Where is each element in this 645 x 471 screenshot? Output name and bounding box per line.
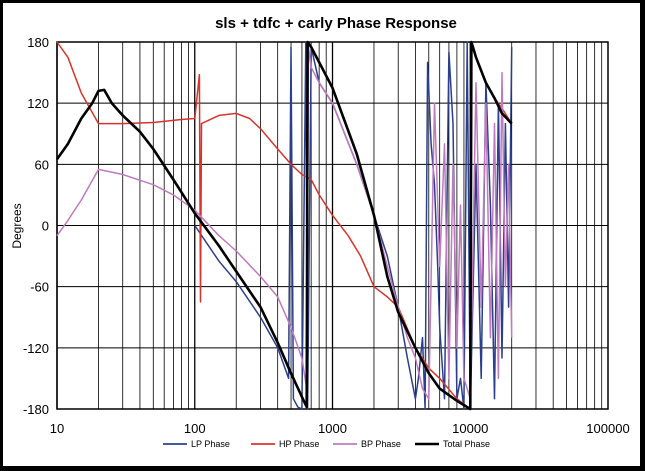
series-lines — [55, 40, 513, 411]
lp-phase-line — [194, 41, 513, 410]
phase-response-chart: sls + tdfc + carly Phase Response Degree… — [10, 15, 630, 449]
y-tick-label: 0 — [42, 219, 49, 234]
y-tick-label: -180 — [23, 402, 49, 417]
bp-phase-line — [56, 46, 513, 400]
grid-lines — [56, 41, 608, 410]
legend-label-hp-phase: HP Phase — [279, 439, 319, 449]
x-tick-label: 10000 — [452, 421, 488, 436]
legend-label-total-phase: Total Phase — [443, 439, 490, 449]
y-tick-labels: 180 120 60 0 -60 -120 -180 — [23, 35, 49, 417]
legend-label-lp-phase: LP Phase — [191, 439, 230, 449]
y-tick-label: -120 — [23, 341, 49, 356]
x-tick-label: 100000 — [586, 421, 629, 436]
legend: LP Phase HP Phase BP Phase Total Phase — [163, 439, 490, 449]
x-tick-label: 100 — [184, 421, 206, 436]
y-tick-label: 120 — [27, 96, 49, 111]
chart-frame: sls + tdfc + carly Phase Response Degree… — [3, 3, 640, 466]
x-tick-label: 10 — [50, 421, 64, 436]
total-phase-line — [55, 40, 513, 411]
y-axis-label: Degrees — [10, 203, 24, 248]
y-tick-label: 180 — [27, 35, 49, 50]
y-tick-label: 60 — [35, 157, 49, 172]
chart-title: sls + tdfc + carly Phase Response — [215, 15, 457, 32]
legend-label-bp-phase: BP Phase — [361, 439, 401, 449]
x-tick-labels: 10 100 1000 10000 100000 — [50, 421, 630, 436]
x-tick-label: 1000 — [318, 421, 347, 436]
plot-area-border — [56, 41, 609, 410]
plot-border — [56, 41, 609, 410]
y-tick-label: -60 — [30, 280, 49, 295]
